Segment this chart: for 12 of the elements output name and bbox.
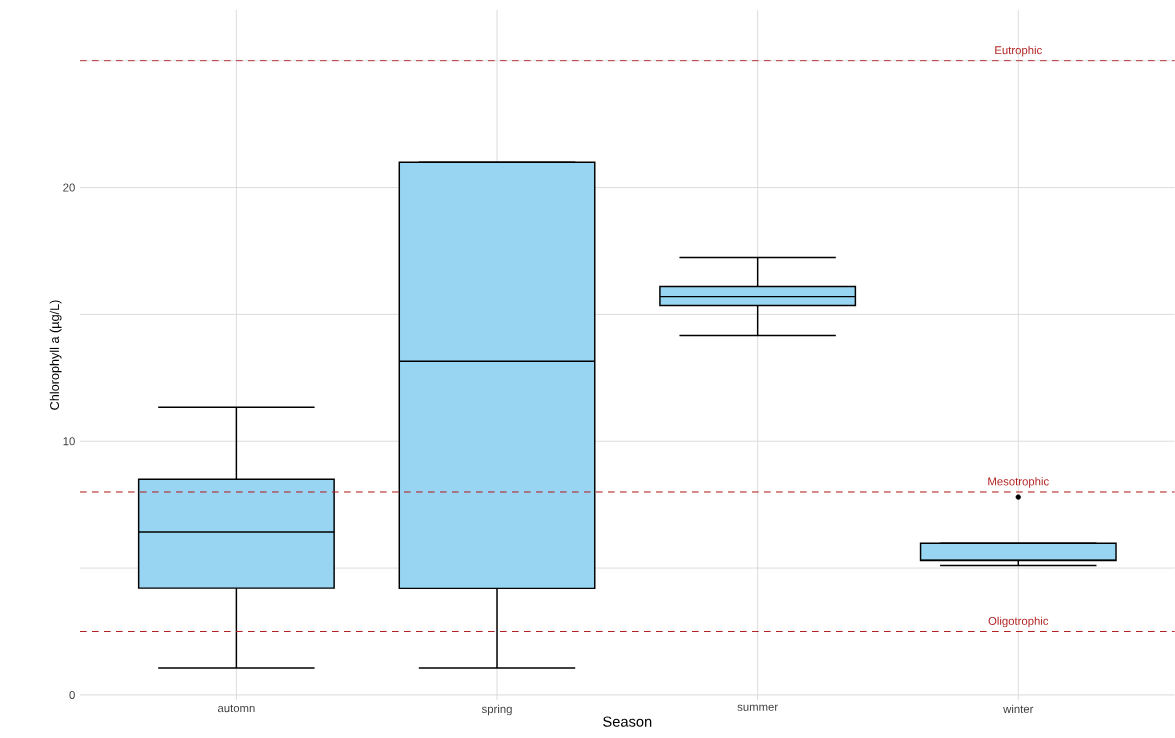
- x-tick-label: spring: [481, 704, 512, 716]
- y-tick-label: 10: [63, 437, 75, 446]
- x-axis-title: Season: [603, 716, 652, 727]
- x-tick-label: summer: [737, 704, 778, 711]
- y-tick-label: 20: [63, 183, 75, 192]
- ref-line-label: Oligotrophic: [988, 616, 1049, 628]
- x-tick-label: automn: [217, 704, 255, 713]
- x-tick-label: winter: [1003, 704, 1034, 714]
- ref-line-label: Mesotrophic: [988, 477, 1049, 488]
- ref-line-label: Eutrophic: [995, 45, 1042, 57]
- y-tick-label: 0: [69, 690, 75, 699]
- y-axis-title: Chlorophyll a (µg/L): [49, 300, 62, 410]
